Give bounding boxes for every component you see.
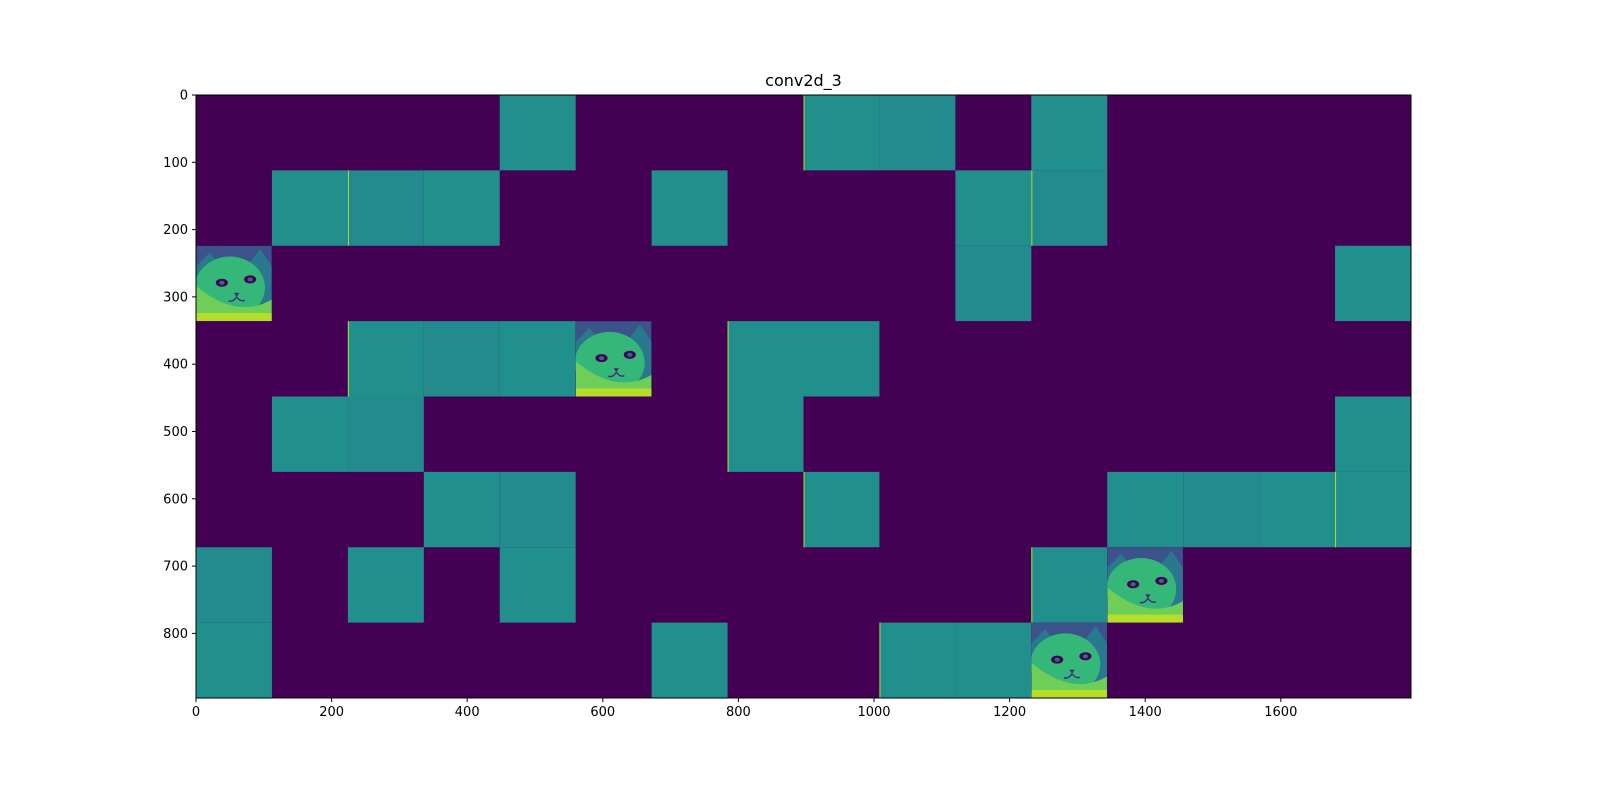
x-tick-label: 200 [319, 705, 344, 720]
x-tick-label: 1600 [1264, 705, 1297, 720]
x-tick-label: 800 [726, 705, 751, 720]
feature-map-tile-image [1031, 622, 1108, 698]
x-tick-label: 1200 [993, 705, 1026, 720]
axes-frame [195, 94, 1412, 699]
y-tick-label: 0 [180, 89, 188, 104]
feature-map-tile [423, 471, 500, 548]
y-tick-label: 600 [163, 492, 188, 507]
feature-map-tile [423, 170, 500, 246]
feature-map-tile [1031, 170, 1108, 246]
feature-map-tile [347, 396, 424, 472]
x-tick-label: 1400 [1129, 705, 1162, 720]
y-tick-label: 500 [163, 425, 188, 440]
feature-map-tile [955, 622, 1032, 698]
feature-map-tile [727, 321, 804, 397]
feature-map-tile-image [575, 321, 652, 397]
feature-map-tile-image [1107, 547, 1184, 623]
feature-map-tile [955, 245, 1032, 322]
feature-map-tile [499, 95, 576, 171]
feature-map-tile [347, 170, 424, 246]
feature-map-tile [803, 321, 880, 397]
feature-map-tile [1335, 245, 1411, 322]
feature-map-tile [1031, 95, 1108, 171]
feature-map-tile [196, 622, 272, 698]
y-tick-label: 800 [163, 627, 188, 642]
x-tick-label: 0 [192, 705, 200, 720]
feature-map-tile [879, 622, 956, 698]
feature-map-tile [1335, 396, 1411, 472]
feature-map-tile [803, 471, 880, 548]
y-tick-label: 200 [163, 223, 188, 238]
feature-map-tile [423, 321, 500, 397]
feature-map-tile [1259, 471, 1336, 548]
y-tick-label: 400 [163, 358, 188, 373]
feature-map-tile [347, 547, 424, 623]
x-tick-label: 400 [455, 705, 480, 720]
feature-map-tile [499, 471, 576, 548]
feature-map-tile [1183, 471, 1260, 548]
feature-map-tile [271, 170, 348, 246]
y-tick-label: 700 [163, 560, 188, 575]
x-tick-label: 1000 [857, 705, 890, 720]
feature-map-tile [499, 547, 576, 623]
plot-area [195, 94, 1412, 699]
chart-title: conv2d_3 [765, 71, 842, 91]
feature-map-tile-image [196, 245, 272, 322]
y-axis: 0 100 200 300 400 500 600 700 800 [163, 89, 196, 642]
feature-map-tile [347, 321, 424, 397]
feature-map-tile [879, 95, 956, 171]
feature-map-tile [955, 170, 1032, 246]
x-tick-label: 600 [590, 705, 615, 720]
x-axis: 0 200 400 600 800 1000 1200 1400 1600 [192, 698, 1297, 720]
feature-map-tile [499, 321, 576, 397]
feature-map-tile [196, 547, 272, 623]
feature-map-tile [1107, 471, 1184, 548]
feature-map-tile [1335, 471, 1411, 548]
feature-map-tile [651, 170, 728, 246]
feature-map-tile [1031, 547, 1108, 623]
feature-map-tile [727, 396, 804, 472]
y-tick-label: 100 [163, 156, 188, 171]
feature-map-tile [271, 396, 348, 472]
y-tick-label: 300 [163, 290, 188, 305]
feature-map-tile [803, 95, 880, 171]
feature-map-tile [651, 622, 728, 698]
